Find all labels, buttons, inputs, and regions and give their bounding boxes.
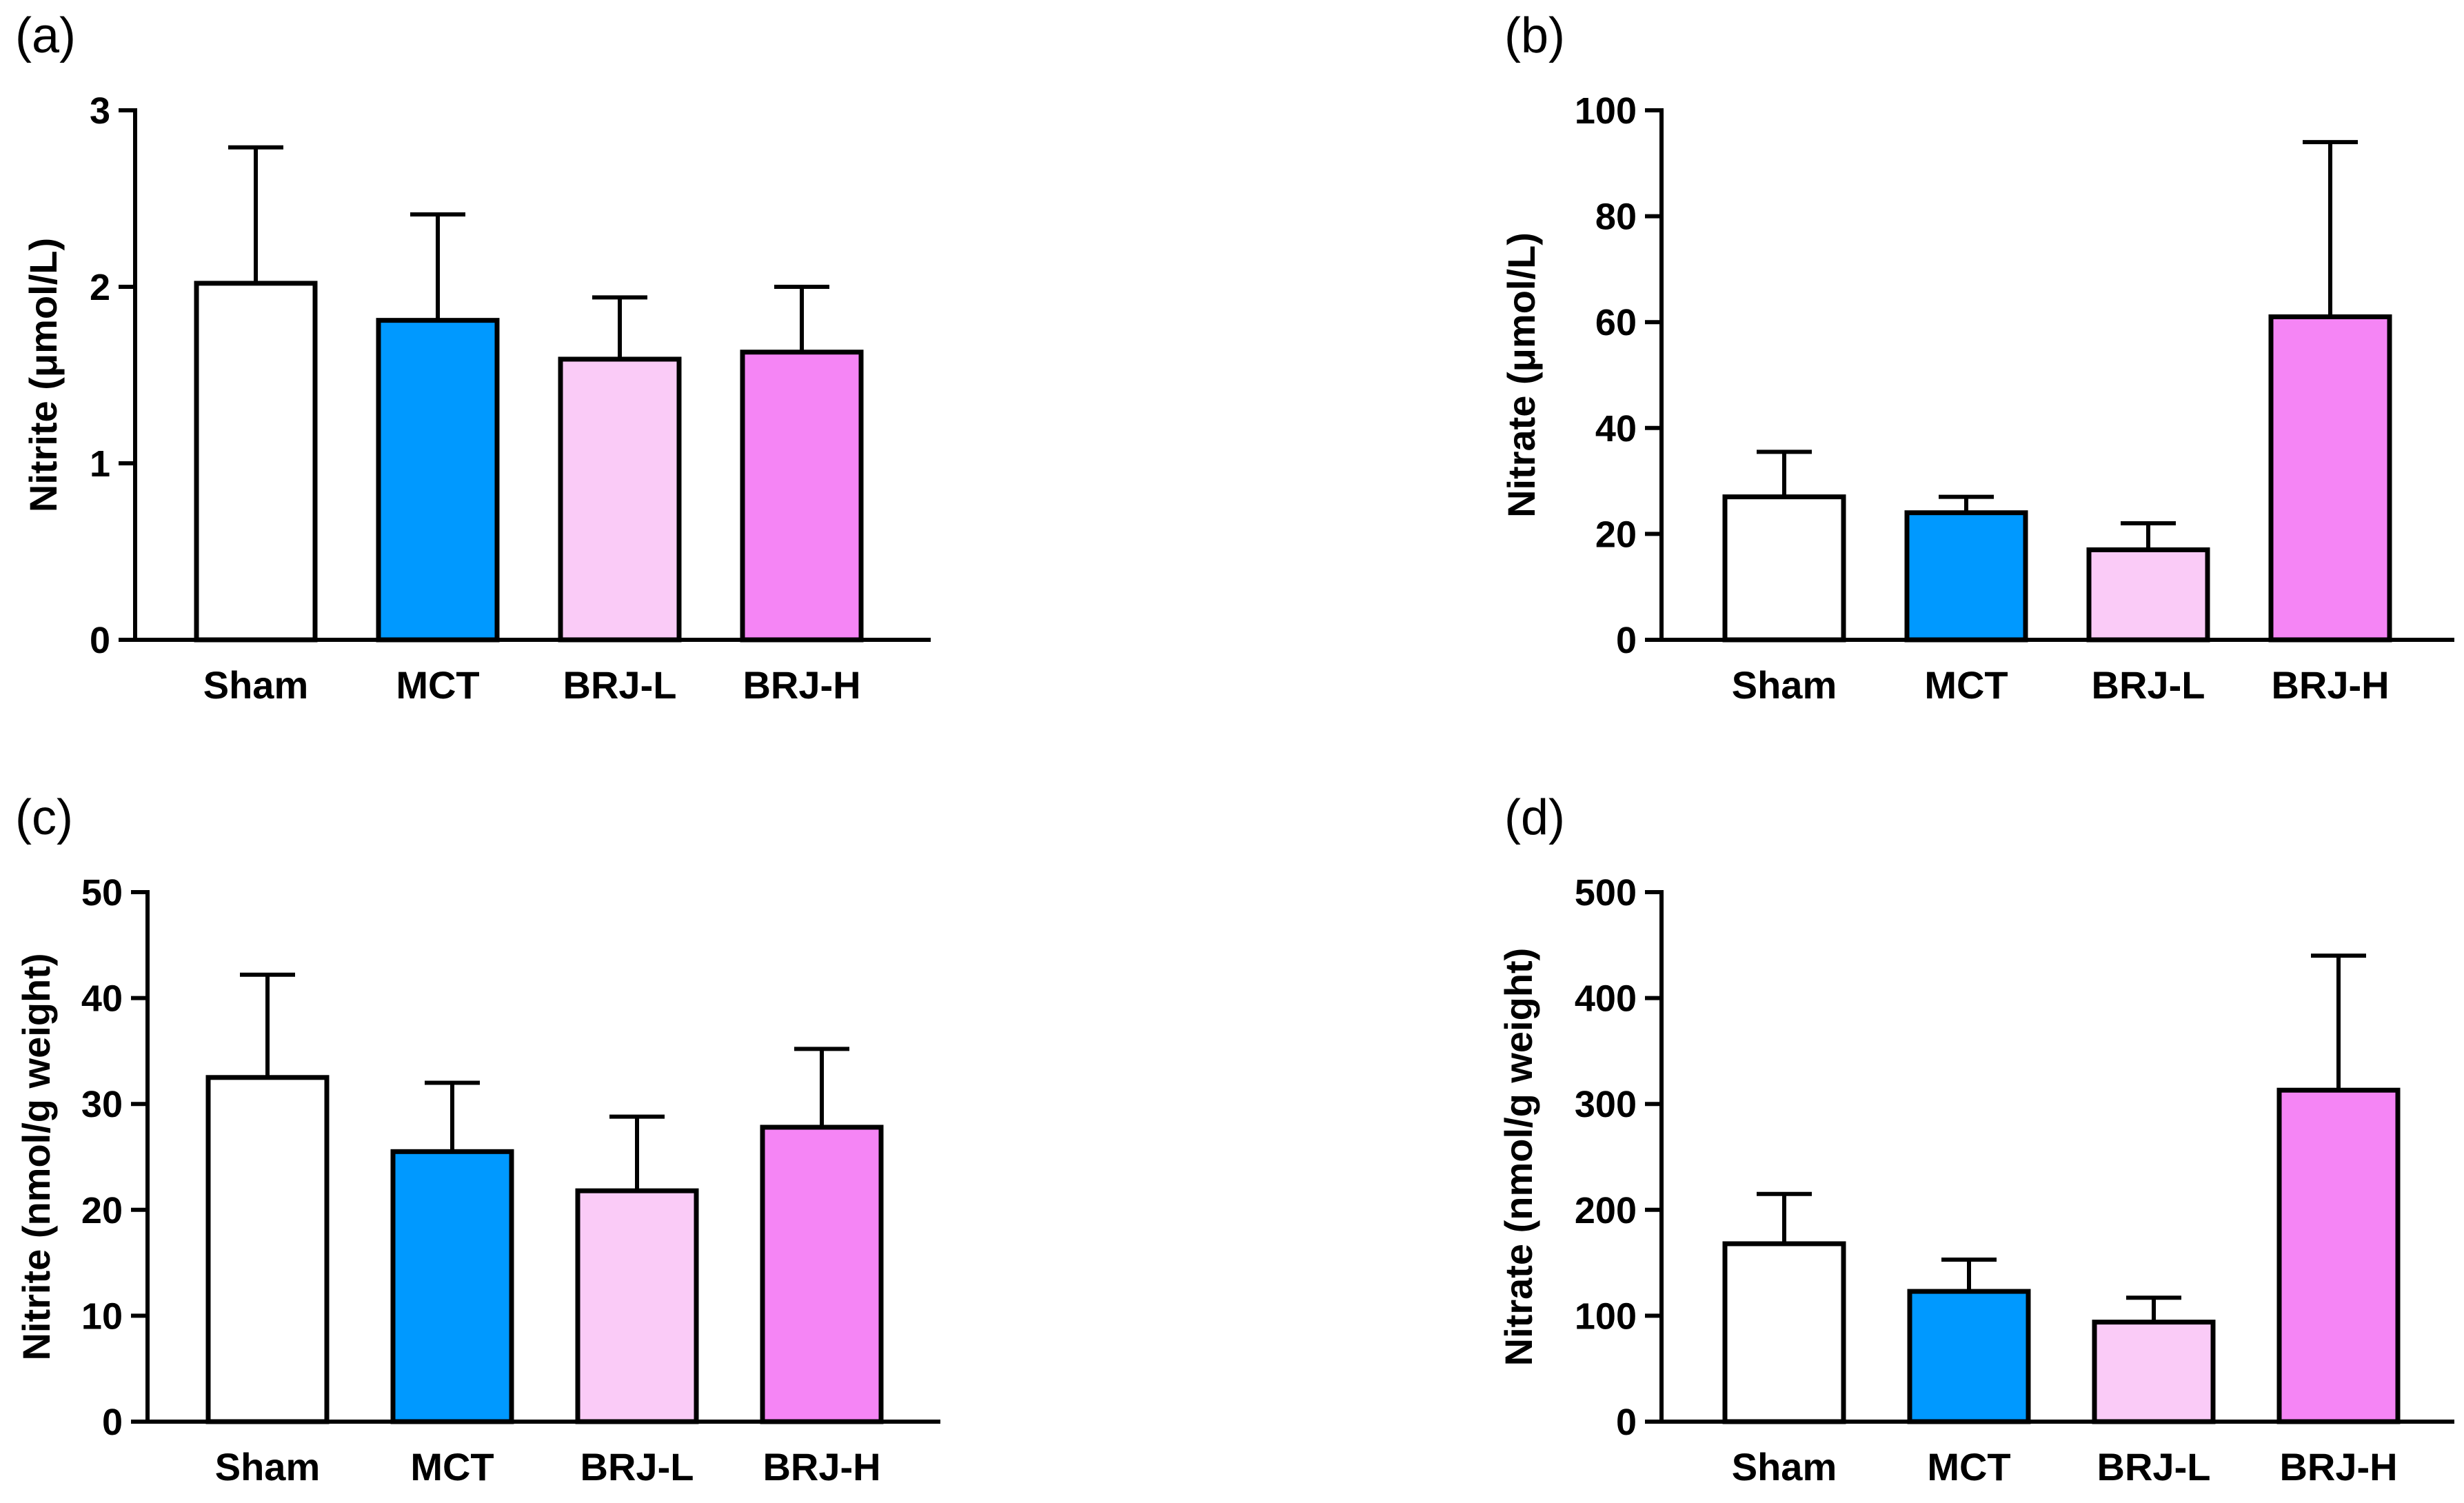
y-tick-label: 20 [1595, 514, 1637, 555]
y-tick-label: 1 [90, 443, 110, 485]
x-tick-label: BRJ-L [563, 663, 677, 707]
x-tick-label: BRJ-L [580, 1445, 694, 1489]
bar-sham [205, 1075, 330, 1424]
bar-mct [390, 1149, 514, 1424]
y-tick-label: 0 [1616, 620, 1637, 661]
y-tick-label: 40 [1595, 408, 1637, 450]
y-tick-label: 300 [1575, 1084, 1637, 1125]
bar-brj-h [760, 1124, 884, 1424]
y-tick-label: 400 [1575, 978, 1637, 1020]
panel-label: (d) [1504, 790, 1565, 845]
x-tick-label: MCT [1927, 1445, 2010, 1489]
x-tick-label: Sham [1732, 1445, 1837, 1489]
y-tick-label: 30 [81, 1084, 123, 1125]
y-tick-label: 0 [90, 620, 110, 661]
bar-mct [376, 318, 500, 643]
y-tick-label: 10 [81, 1295, 123, 1337]
bar-sham [194, 281, 318, 643]
panel-label: (b) [1504, 8, 1565, 63]
x-tick-label: BRJ-H [2271, 663, 2389, 707]
x-tick-label: BRJ-H [2279, 1445, 2397, 1489]
x-tick-label: BRJ-L [2097, 1445, 2211, 1489]
x-tick-label: MCT [396, 663, 479, 707]
y-axis-title: Nitrite (μmol/L) [21, 238, 65, 512]
bar-brj-l [575, 1188, 699, 1424]
y-tick-label: 40 [81, 978, 123, 1020]
x-tick-label: BRJ-L [2092, 663, 2205, 707]
x-tick-label: MCT [1924, 663, 2008, 707]
x-tick-label: Sham [215, 1445, 321, 1489]
bar-brj-l [2092, 1320, 2216, 1424]
bar-mct [1904, 510, 2028, 643]
y-tick-label: 0 [102, 1402, 123, 1443]
y-tick-label: 3 [90, 90, 110, 132]
x-tick-label: BRJ-H [743, 663, 860, 707]
x-tick-label: BRJ-H [763, 1445, 880, 1489]
y-tick-label: 0 [1616, 1402, 1637, 1443]
y-tick-label: 2 [90, 267, 110, 308]
y-tick-label: 20 [81, 1190, 123, 1231]
x-tick-label: MCT [410, 1445, 494, 1489]
y-axis-title: Nitrate (nmol/g weight) [1497, 948, 1540, 1366]
bar-sham [1722, 494, 1846, 643]
bar-brj-l [558, 356, 682, 643]
bar-mct [1907, 1289, 2031, 1424]
x-tick-label: Sham [1732, 663, 1837, 707]
bar-brj-h [2268, 314, 2392, 643]
y-tick-label: 50 [81, 872, 123, 914]
x-tick-label: Sham [203, 663, 309, 707]
bar-brj-h [740, 350, 864, 643]
panel-label: (a) [15, 8, 76, 63]
y-tick-label: 100 [1575, 90, 1637, 132]
y-tick-label: 80 [1595, 196, 1637, 238]
bar-sham [1722, 1241, 1846, 1424]
bar-brj-l [2086, 547, 2210, 643]
bar-brj-h [2276, 1087, 2401, 1424]
y-tick-label: 60 [1595, 302, 1637, 343]
y-tick-label: 200 [1575, 1190, 1637, 1231]
y-tick-label: 100 [1575, 1295, 1637, 1337]
y-axis-title: Nitrate (μmol/L) [1499, 232, 1543, 518]
y-tick-label: 500 [1575, 872, 1637, 914]
y-axis-title: Nitrite (nmol/g weight) [14, 953, 58, 1360]
panel-label: (c) [15, 790, 73, 845]
